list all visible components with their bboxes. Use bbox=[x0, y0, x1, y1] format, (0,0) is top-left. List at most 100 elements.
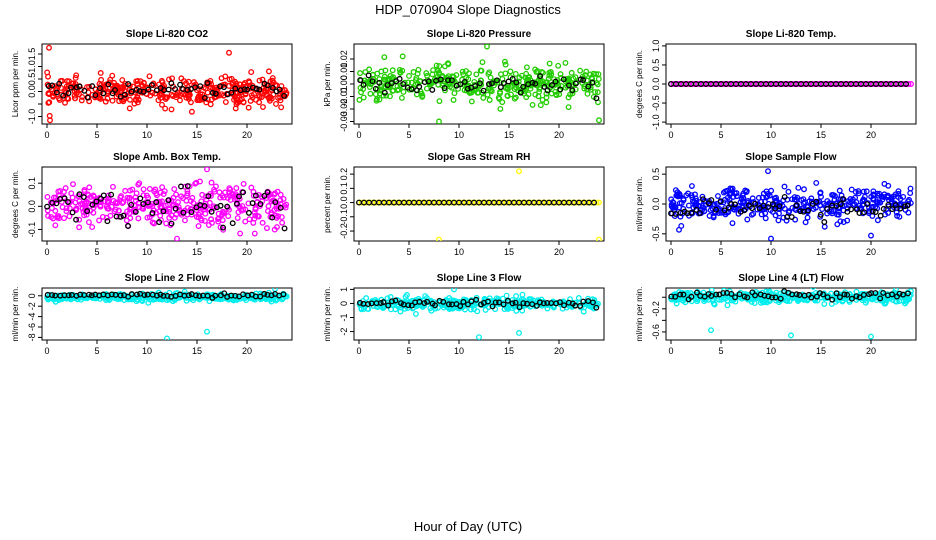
hourly-point bbox=[728, 201, 735, 208]
x-tick-label: 5 bbox=[94, 247, 99, 257]
data-point bbox=[76, 224, 83, 231]
data-point bbox=[423, 70, 430, 77]
data-point bbox=[720, 189, 727, 196]
hourly-point bbox=[797, 208, 804, 215]
hourly-point bbox=[228, 89, 235, 96]
hourly-point bbox=[569, 87, 576, 94]
hourly-point bbox=[192, 84, 198, 91]
hourly-point bbox=[836, 294, 843, 301]
data-point bbox=[105, 199, 112, 206]
data-point bbox=[468, 98, 475, 105]
hourly-point bbox=[677, 291, 684, 298]
x-tick-label: 10 bbox=[454, 346, 464, 356]
hourly-point bbox=[489, 303, 496, 310]
points-layer bbox=[668, 288, 914, 340]
data-point bbox=[185, 95, 192, 102]
data-point bbox=[878, 193, 885, 200]
hourly-point bbox=[565, 82, 572, 89]
x-tick-label: 15 bbox=[504, 247, 514, 257]
data-point bbox=[477, 77, 484, 84]
y-tick-label: 0.5 bbox=[651, 59, 661, 72]
data-point bbox=[109, 97, 116, 104]
x-tick-label: 15 bbox=[816, 130, 826, 140]
data-point bbox=[461, 87, 468, 94]
data-point bbox=[207, 101, 214, 108]
hourly-point bbox=[165, 197, 172, 204]
hourly-point bbox=[140, 88, 147, 95]
data-point bbox=[389, 67, 396, 74]
data-point bbox=[163, 220, 170, 227]
hourly-point bbox=[856, 294, 863, 301]
data-point bbox=[52, 207, 59, 214]
hourly-point bbox=[721, 207, 728, 214]
data-point bbox=[83, 211, 90, 218]
data-point bbox=[573, 79, 580, 86]
data-point bbox=[772, 212, 779, 219]
data-point bbox=[724, 302, 731, 309]
data-point bbox=[166, 209, 173, 215]
data-point bbox=[479, 59, 486, 66]
data-point bbox=[829, 192, 836, 198]
data-point bbox=[85, 219, 92, 226]
hourly-point bbox=[473, 296, 480, 303]
data-point bbox=[52, 222, 59, 229]
hourly-point bbox=[212, 90, 219, 97]
x-tick-label: 15 bbox=[192, 247, 202, 257]
hourly-point bbox=[184, 87, 191, 93]
data-point bbox=[839, 297, 846, 304]
hourly-point bbox=[529, 79, 536, 86]
data-point bbox=[270, 91, 277, 98]
data-point bbox=[845, 198, 852, 205]
data-point bbox=[503, 292, 510, 299]
data-point bbox=[277, 200, 284, 207]
data-point bbox=[575, 295, 582, 301]
data-point bbox=[259, 219, 266, 226]
data-point bbox=[890, 193, 897, 200]
hourly-point bbox=[357, 299, 363, 306]
data-point bbox=[278, 214, 285, 221]
hourly-point bbox=[441, 85, 448, 92]
hourly-point bbox=[533, 302, 540, 309]
data-point bbox=[474, 308, 481, 315]
y-tick-label: -0.1 bbox=[339, 209, 349, 225]
points-layer bbox=[356, 168, 602, 241]
hourly-point bbox=[277, 204, 284, 211]
hourly-point bbox=[732, 294, 738, 301]
data-point bbox=[419, 92, 426, 99]
hourly-point bbox=[49, 292, 56, 299]
data-point bbox=[539, 96, 546, 103]
data-point bbox=[896, 298, 903, 305]
data-point bbox=[114, 200, 120, 207]
data-point bbox=[875, 199, 881, 206]
data-point bbox=[135, 215, 142, 222]
data-point bbox=[439, 302, 446, 309]
hourly-point bbox=[672, 293, 679, 300]
hourly-point bbox=[544, 299, 551, 306]
data-point bbox=[817, 190, 824, 197]
hourly-point bbox=[120, 212, 127, 219]
panel-6: Slope Sample Flow 0 5 10 15 20 -0.5 0.0 0.5 ml/mi… bbox=[635, 152, 917, 257]
data-point bbox=[449, 73, 456, 80]
data-point bbox=[229, 191, 236, 198]
hourly-point bbox=[209, 89, 216, 96]
data-point bbox=[813, 179, 820, 186]
data-point bbox=[518, 72, 525, 79]
data-point bbox=[135, 296, 142, 303]
data-point bbox=[358, 89, 364, 96]
data-point bbox=[482, 306, 489, 313]
hourly-point bbox=[249, 200, 256, 207]
data-point bbox=[73, 72, 80, 79]
panel-8: Slope Line 3 Flow 0 5 10 15 20 -2 -1 0 1 ml/min pe… bbox=[323, 273, 605, 356]
hourly-point bbox=[693, 289, 700, 296]
data-point bbox=[140, 186, 147, 193]
data-point bbox=[804, 214, 811, 221]
y-tick-label: -0.5 bbox=[651, 95, 661, 111]
data-point bbox=[63, 205, 70, 212]
x-tick-label: 15 bbox=[192, 130, 202, 140]
data-point bbox=[403, 292, 410, 298]
data-point bbox=[775, 217, 782, 224]
hourly-point bbox=[204, 292, 211, 299]
data-point bbox=[251, 230, 258, 237]
data-point bbox=[802, 219, 809, 226]
